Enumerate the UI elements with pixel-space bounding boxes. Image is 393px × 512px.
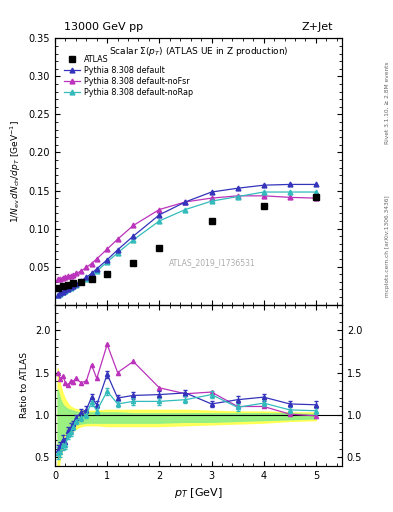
- Y-axis label: Ratio to ATLAS: Ratio to ATLAS: [20, 352, 29, 418]
- X-axis label: $p_{T}$ [GeV]: $p_{T}$ [GeV]: [174, 486, 223, 500]
- Text: ATLAS_2019_I1736531: ATLAS_2019_I1736531: [169, 259, 256, 267]
- Text: 13000 GeV pp: 13000 GeV pp: [64, 22, 143, 32]
- Legend: ATLAS, Pythia 8.308 default, Pythia 8.308 default-noFsr, Pythia 8.308 default-no: ATLAS, Pythia 8.308 default, Pythia 8.30…: [62, 53, 195, 98]
- Text: Scalar $\Sigma(p_{T})$ (ATLAS UE in Z production): Scalar $\Sigma(p_{T})$ (ATLAS UE in Z pr…: [109, 45, 288, 58]
- Text: mcplots.cern.ch [arXiv:1306.3436]: mcplots.cern.ch [arXiv:1306.3436]: [385, 195, 390, 296]
- Text: Rivet 3.1.10, ≥ 2.8M events: Rivet 3.1.10, ≥ 2.8M events: [385, 61, 390, 144]
- Y-axis label: $1/N_{\rm ev}\,dN_{\rm ch}/dp_{T}$ [GeV$^{-1}$]: $1/N_{\rm ev}\,dN_{\rm ch}/dp_{T}$ [GeV$…: [9, 120, 23, 223]
- Text: Z+Jet: Z+Jet: [302, 22, 333, 32]
